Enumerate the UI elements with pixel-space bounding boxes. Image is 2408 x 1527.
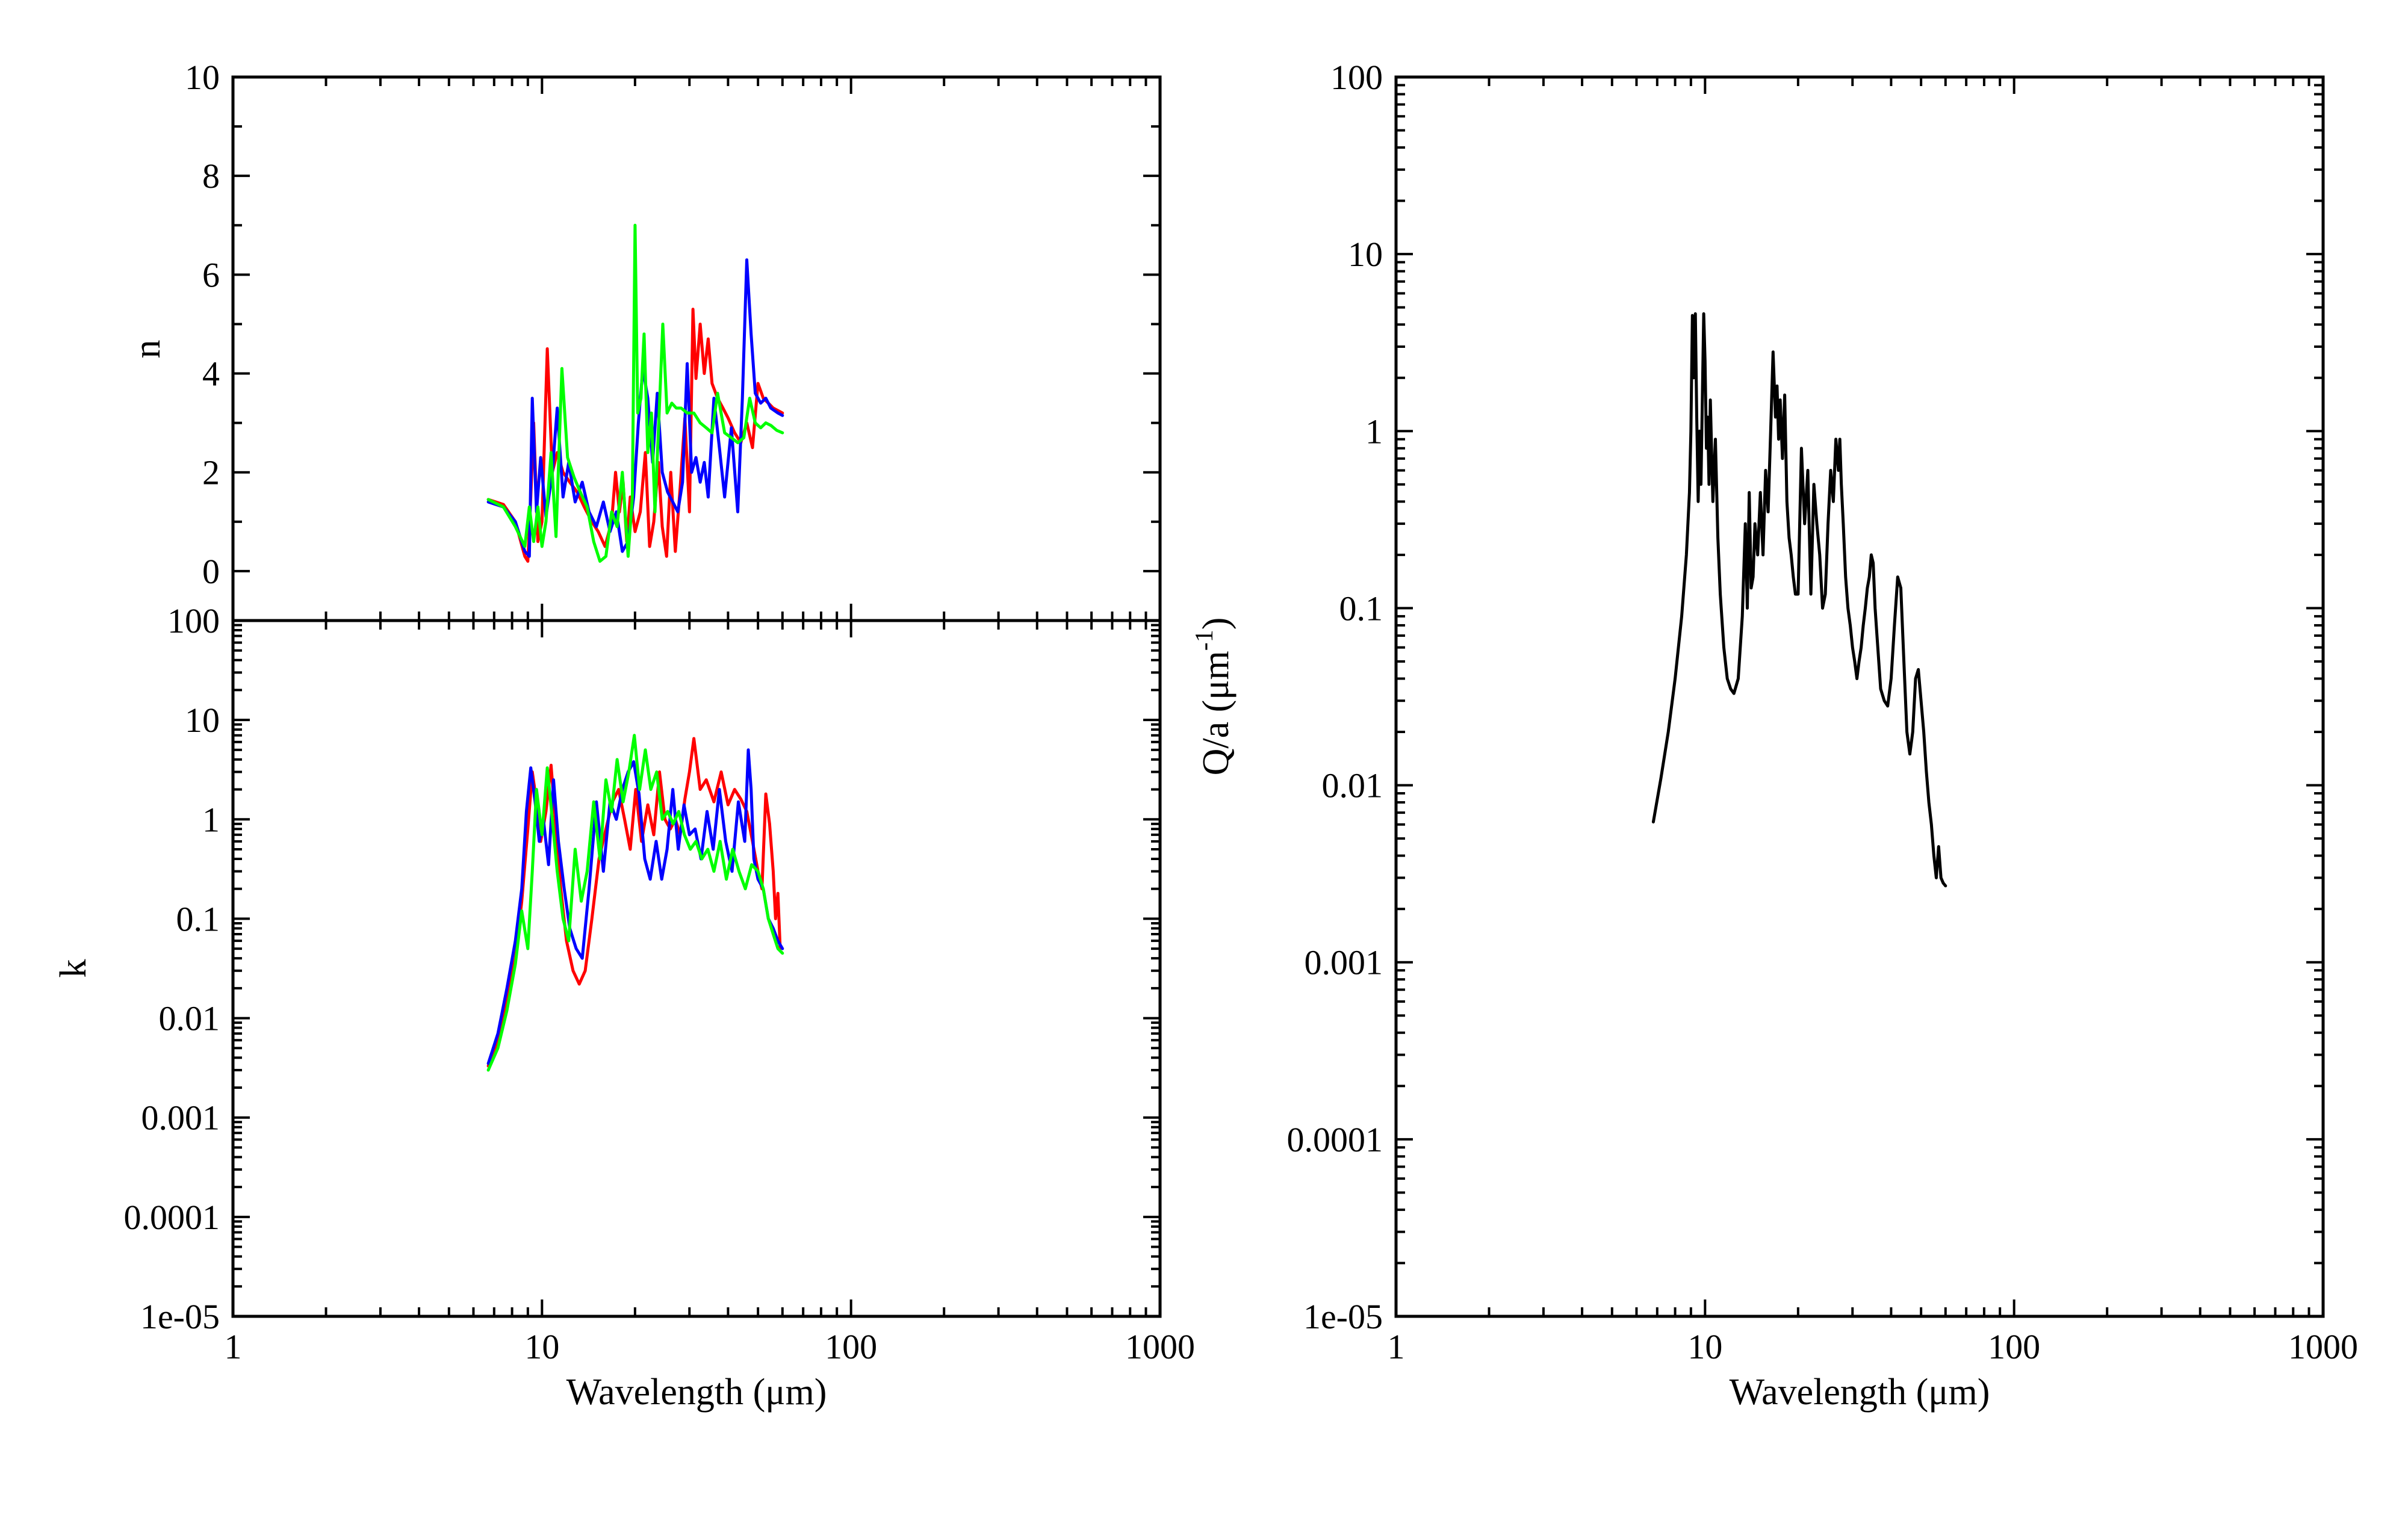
y-tick-label: 1 (1365, 412, 1383, 451)
y-tick-label: 100 (1330, 58, 1383, 97)
y-tick-label: 10 (185, 701, 220, 740)
y-tick-label: 0.001 (1305, 943, 1383, 982)
k-series (486, 734, 784, 1072)
k-frame (231, 619, 1162, 1318)
y-tick-label: 10 (185, 58, 220, 97)
x-tick-label: 1 (1388, 1327, 1405, 1366)
panel-n: 0 2 4 6 8 10 n (127, 58, 1162, 622)
n-axes: 0 2 4 6 8 10 (185, 58, 1161, 622)
x-tick-label: 1000 (1125, 1327, 1195, 1366)
y-tick-label: 0.01 (1322, 766, 1383, 805)
y-tick-label: 1e-05 (140, 1297, 220, 1336)
x-tick-label: 10 (1687, 1327, 1722, 1366)
y-tick-label: 6 (202, 255, 220, 294)
y-tick-label: 10 (1348, 235, 1383, 274)
y-tick-label: 1e-05 (1303, 1297, 1383, 1336)
qa-ylabel-main: Q/a (μm (1196, 651, 1237, 775)
x-tick-label: 1 (225, 1327, 242, 1366)
panel-k: 1 10 100 10001e-050.00010.0010.010.1110100 … (53, 601, 1195, 1413)
y-tick-label: 0.1 (1339, 589, 1383, 628)
x-tick-label: 100 (825, 1327, 877, 1366)
y-tick-label: 0.0001 (124, 1198, 220, 1237)
qa-ylabel-end: ) (1196, 618, 1237, 630)
qa-frame (1394, 75, 2325, 1318)
n-series (486, 223, 784, 563)
qa-xlabel: Wavelength (μm) (1730, 1372, 1990, 1413)
k-xlabel: Wavelength (μm) (566, 1372, 827, 1413)
y-tick-label: 0.1 (176, 899, 220, 938)
panel-qa: 1 10 100 10001e-050.00010.0010.010.1110100 … (1191, 58, 2358, 1413)
x-tick-label: 1000 (2288, 1327, 2358, 1366)
qa-ylabel: Q/a (μm-1) (1191, 618, 1237, 776)
qa-series-line-0 (1651, 312, 1947, 888)
k-series-line-2 (486, 734, 784, 1072)
y-tick-label: 1 (202, 800, 220, 839)
x-tick-label: 10 (524, 1327, 559, 1366)
n-series-line-2 (486, 223, 784, 563)
y-tick-label: 2 (202, 453, 220, 492)
y-tick-label: 100 (167, 601, 220, 640)
k-ylabel: k (53, 959, 94, 978)
y-tick-label: 0 (202, 552, 220, 591)
y-tick-label: 0.01 (159, 999, 220, 1038)
y-tick-label: 8 (202, 156, 220, 196)
x-tick-label: 100 (1988, 1327, 2040, 1366)
qa-ylabel-sup: -1 (1191, 630, 1218, 651)
n-ylabel: n (127, 340, 168, 359)
y-tick-label: 0.001 (141, 1098, 220, 1138)
qa-series (1651, 312, 1947, 888)
y-tick-label: 4 (202, 355, 220, 394)
y-tick-label: 0.0001 (1287, 1120, 1383, 1159)
